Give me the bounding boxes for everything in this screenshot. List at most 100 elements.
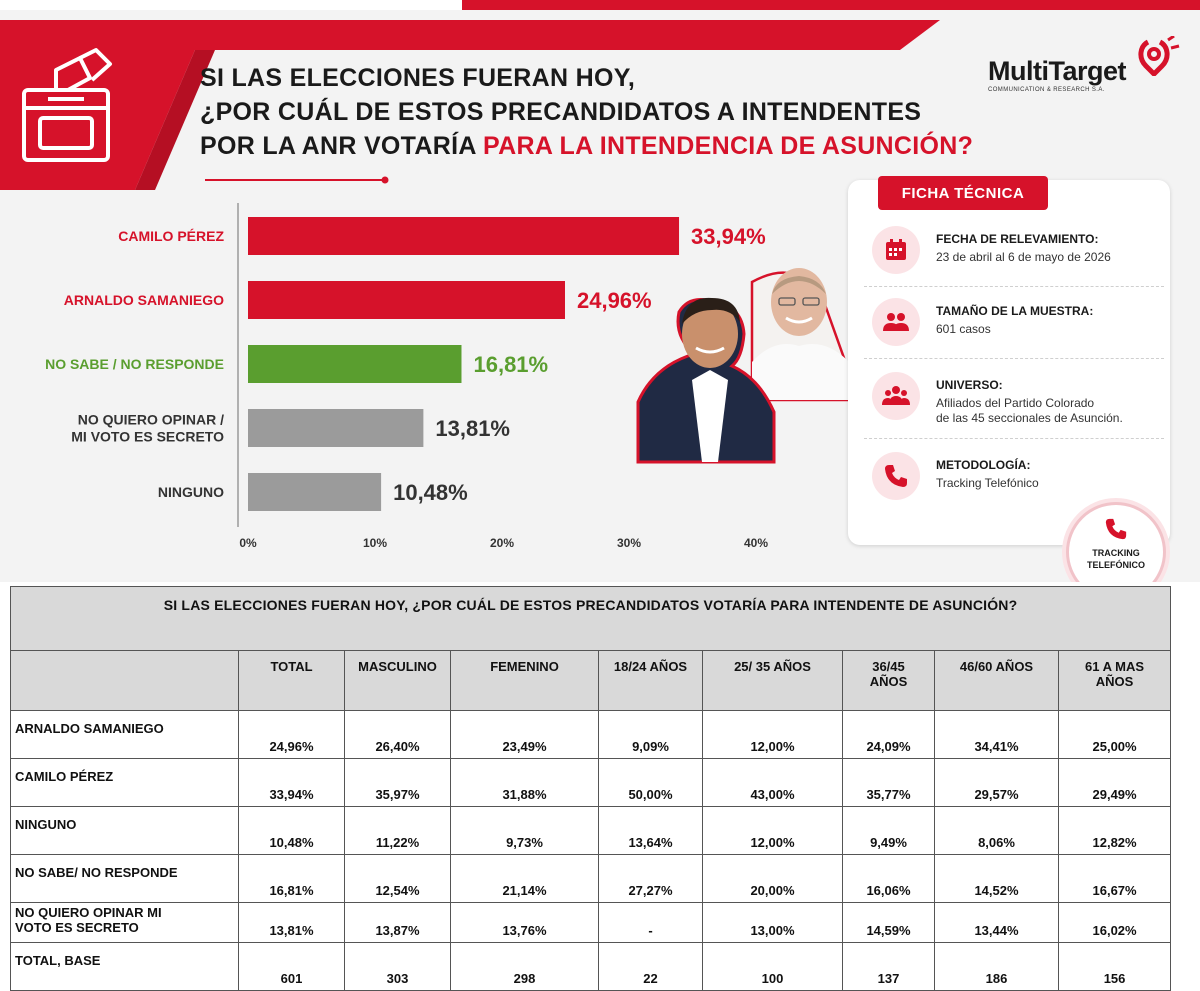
table-cell-4-0: 13,81% bbox=[238, 902, 345, 943]
table-row: ARNALDO SAMANIEGO 24,96% 26,40% 23,49% 9,09%… bbox=[10, 710, 1172, 759]
red-wedge-edge bbox=[135, 50, 215, 190]
table-cell-0-4: 12,00% bbox=[702, 710, 843, 759]
table-cell-0-7: 25,00% bbox=[1057, 710, 1172, 759]
ficha-item-muestra: TAMAÑO DE LA MUESTRA: 601 casos bbox=[864, 288, 1164, 359]
row-label-5-line-0: TOTAL, BASE bbox=[15, 953, 101, 968]
row-label-0-line-0: ARNALDO SAMANIEGO bbox=[15, 721, 164, 736]
infographic-panel: SI LAS ELECCIONES FUERAN HOY, ¿POR CUÁL … bbox=[0, 0, 1200, 582]
row-label-4: NO QUIERO OPINAR MI VOTO ES SECRETO bbox=[10, 902, 239, 943]
table-cell-4-2: 13,76% bbox=[450, 902, 599, 943]
column-header-6-line-0: 36/45 bbox=[872, 659, 905, 674]
row-label-1-line-0: CAMILO PÉREZ bbox=[15, 769, 114, 784]
table-cell-2-4: 12,00% bbox=[702, 806, 843, 855]
table-cell-4-1: 13,87% bbox=[344, 902, 451, 943]
chart-title-line-2: ¿POR CUÁL DE ESTOS PRECANDIDATOS A INTEN… bbox=[200, 98, 922, 126]
x-tick-label-2: 20% bbox=[490, 536, 514, 550]
people-icon bbox=[872, 298, 920, 346]
category-label-3-0: NO QUIERO OPINAR / bbox=[78, 412, 224, 428]
table-cell-3-2: 21,14% bbox=[450, 854, 599, 903]
column-header-7-line-0: 46/60 AÑOS bbox=[959, 659, 1034, 674]
title-line-3-plain: POR LA ANR VOTARÍA bbox=[200, 132, 484, 160]
category-label-0-0: CAMILO PÉREZ bbox=[118, 228, 224, 244]
table-cell-0-0: 24,96% bbox=[238, 710, 345, 759]
table-cell-2-5: 9,49% bbox=[842, 806, 935, 855]
bar-0 bbox=[248, 217, 680, 255]
table-cell-5-7: 156 bbox=[1057, 942, 1172, 991]
tracking-badge-line-2: TELEFÓNICO bbox=[1087, 560, 1145, 570]
column-header-8: 61 A MAS AÑOS bbox=[1057, 650, 1172, 711]
tracking-badge-line-1: TRACKING bbox=[1092, 548, 1140, 558]
row-label-4-line-0: NO QUIERO OPINAR MI bbox=[15, 905, 162, 920]
ficha-fecha-label: FECHA DE RELEVAMIENTO: bbox=[936, 232, 1099, 246]
table-cell-4-6: 13,44% bbox=[934, 902, 1059, 943]
tracking-badge-text: TRACKING TELEFÓNICO bbox=[1069, 547, 1163, 571]
top-red-strip bbox=[462, 0, 1200, 10]
ballot-box-icon bbox=[22, 48, 112, 162]
table-cell-1-2: 31,88% bbox=[450, 758, 599, 807]
ficha-universo-value-line-1: Afiliados del Partido Colorado bbox=[936, 396, 1095, 410]
ficha-item-metodologia: METODOLOGÍA: Tracking Telefónico bbox=[864, 442, 1164, 512]
x-tick-label-4: 40% bbox=[744, 536, 768, 550]
table-cell-5-3: 22 bbox=[598, 942, 703, 991]
column-header-4-line-0: 18/24 AÑOS bbox=[613, 659, 688, 674]
row-label-1: CAMILO PÉREZ bbox=[10, 758, 239, 807]
table-cell-0-3: 9,09% bbox=[598, 710, 703, 759]
row-label-3: NO SABE/ NO RESPONDE bbox=[10, 854, 239, 903]
table-cell-5-0: 601 bbox=[238, 942, 345, 991]
table-cell-0-5: 24,09% bbox=[842, 710, 935, 759]
table-cell-2-0: 10,48% bbox=[238, 806, 345, 855]
table-cell-1-5: 35,77% bbox=[842, 758, 935, 807]
logo-name: MultiTarget bbox=[988, 56, 1127, 86]
table-cell-4-7: 16,02% bbox=[1057, 902, 1172, 943]
table-cell-0-6: 34,41% bbox=[934, 710, 1059, 759]
table-caption: SI LAS ELECCIONES FUERAN HOY, ¿POR CUÁL … bbox=[9, 586, 1172, 651]
candidate-photo-front bbox=[636, 297, 776, 464]
row-label-2-line-0: NINGUNO bbox=[15, 817, 77, 832]
ficha-muestra-label: TAMAÑO DE LA MUESTRA: bbox=[936, 304, 1094, 318]
ficha-fecha-value: 23 de abril al 6 de mayo de 2026 bbox=[936, 250, 1111, 264]
candidate-photos-graphic bbox=[636, 268, 880, 464]
bar-1 bbox=[248, 281, 565, 319]
category-label-3-1: MI VOTO ES SECRETO bbox=[71, 429, 224, 445]
table-cell-0-1: 26,40% bbox=[344, 710, 451, 759]
table-row: TOTAL, BASE 601 303 298 22 100 137 186 156 bbox=[10, 942, 1172, 991]
row-label-3-line-0: NO SABE/ NO RESPONDE bbox=[15, 865, 178, 880]
table-cell-3-4: 20,00% bbox=[702, 854, 843, 903]
table-cell-1-3: 50,00% bbox=[598, 758, 703, 807]
multitarget-logo: MultiTarget COMMUNICATION & RESEARCH S.A… bbox=[988, 36, 1180, 93]
column-header-0 bbox=[10, 650, 239, 711]
column-header-7: 46/60 AÑOS bbox=[934, 650, 1059, 711]
value-label-2: 16,81% bbox=[473, 352, 548, 377]
ficha-tecnica-panel: FICHA TÉCNICA FECHA DE RELEVAMIENTO: 23 … bbox=[848, 176, 1170, 545]
candidate-photo-back bbox=[750, 268, 880, 402]
value-label-3: 13,81% bbox=[435, 416, 510, 441]
value-label-1: 24,96% bbox=[577, 288, 652, 313]
table-cell-5-4: 100 bbox=[702, 942, 843, 991]
table-cell-2-2: 9,73% bbox=[450, 806, 599, 855]
candidate-photos bbox=[634, 262, 880, 472]
row-label-2: NINGUNO bbox=[10, 806, 239, 855]
table-cell-2-1: 11,22% bbox=[344, 806, 451, 855]
ficha-muestra-value: 601 casos bbox=[936, 322, 991, 336]
table-row: NO SABE/ NO RESPONDE 16,81% 12,54% 21,14% 27… bbox=[10, 854, 1172, 903]
column-header-8-line-1: AÑOS bbox=[1095, 674, 1134, 689]
column-header-5-line-0: 25/ 35 AÑOS bbox=[734, 659, 811, 674]
table-row: NO QUIERO OPINAR MI VOTO ES SECRETO 13,81%… bbox=[10, 902, 1172, 943]
column-header-1: TOTAL bbox=[238, 650, 345, 711]
table-cell-1-0: 33,94% bbox=[238, 758, 345, 807]
title-line-3-accent: PARA LA INTENDENCIA DE ASUNCIÓN? bbox=[483, 132, 974, 160]
table-cell-1-7: 29,49% bbox=[1057, 758, 1172, 807]
table-cell-2-3: 13,64% bbox=[598, 806, 703, 855]
table-header-row: TOTAL MASCULINO FEMENINO 18/24 AÑOS 25/ 35 A… bbox=[10, 650, 1172, 711]
x-tick-label-3: 30% bbox=[617, 536, 641, 550]
bar-4 bbox=[248, 473, 382, 511]
column-header-1-line-0: TOTAL bbox=[270, 659, 313, 674]
column-header-2-line-0: MASCULINO bbox=[358, 659, 437, 674]
table-cell-2-7: 12,82% bbox=[1057, 806, 1172, 855]
column-header-3: FEMENINO bbox=[450, 650, 599, 711]
results-table: SI LAS ELECCIONES FUERAN HOY, ¿POR CUÁL … bbox=[9, 586, 1172, 991]
table-cell-4-4: 13,00% bbox=[702, 902, 843, 943]
column-header-3-line-0: FEMENINO bbox=[490, 659, 559, 674]
column-header-4: 18/24 AÑOS bbox=[598, 650, 703, 711]
category-label-1-0: ARNALDO SAMANIEGO bbox=[64, 292, 224, 308]
